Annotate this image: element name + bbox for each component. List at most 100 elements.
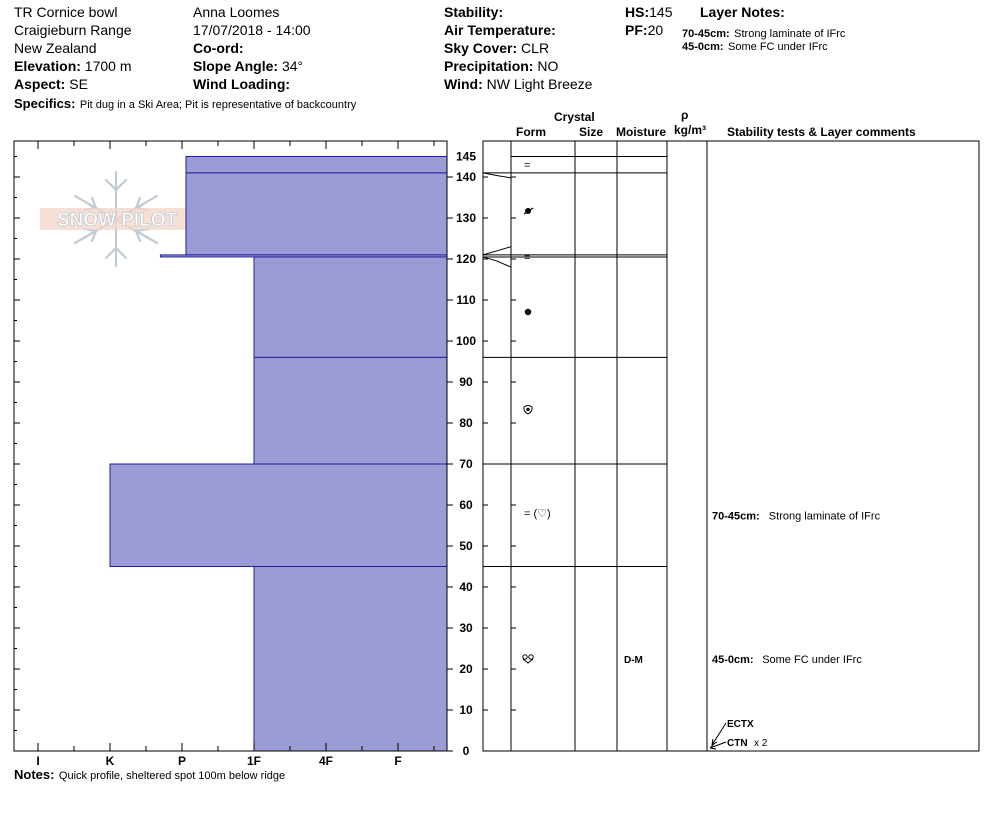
range-name: Craigieburn Range [14,22,132,38]
layer-note-2-range: 45-0cm: [682,41,724,53]
location-name: TR Cornice bowl [14,4,118,20]
comment-text-2: Some FC under IFrc [762,654,862,666]
slope-label: Slope Angle: [193,58,279,74]
form-symbol-3: = (♡) [524,508,551,520]
elevation: Elevation: 1700 m [14,59,132,73]
logo-text: SNOW PILOT [57,210,178,231]
layer-connector [482,172,512,179]
layer-bar-7 [253,566,448,752]
elevation-label: Elevation: [14,58,81,74]
pf-value: 20 [647,22,664,38]
height-tick-50: 50 [459,539,473,553]
height-tick-140: 140 [456,170,476,184]
hardness-label-4F: 4F [319,754,333,768]
coord-label: Co-ord: [193,40,244,56]
height-tick-80: 80 [459,416,473,430]
form-symbol-2: = [524,252,530,264]
air-temp-label: Air Temperature: [444,22,556,38]
col-crystal: Crystal [554,110,595,124]
aspect-label: Aspect: [14,76,66,92]
height-tick-0: 0 [463,744,470,758]
layer-connector [482,246,512,256]
col-size: Size [579,125,604,139]
rounded-grain-icon [524,308,532,316]
layer-note-2-text: Some FC under IFrc [728,41,828,53]
col-form: Form [516,125,546,139]
hs-value: 145 [649,4,673,20]
height-tick-30: 30 [459,621,473,635]
test-count-2: x 2 [754,738,768,749]
observation-datetime: 17/07/2018 - 14:00 [193,22,311,38]
height-tick-130: 130 [456,211,476,225]
specifics: Specifics: Pit dug in a Ski Area; Pit is… [14,96,356,112]
height-tick-20: 20 [459,662,473,676]
hs: HS:145 [625,5,672,19]
form-symbol-1: = [524,160,530,172]
layer-connector [482,256,512,268]
hardness-label-P: P [178,754,186,768]
layer-bar-6 [109,463,448,567]
pf: PF:20 [625,23,663,37]
stability-test-arrows [709,722,727,750]
layer-bar-1 [185,156,448,174]
height-tick-10: 10 [459,703,473,717]
pf-label: PF: [625,22,648,38]
faceted-grain-icon [523,405,533,415]
col-moisture: Moisture [616,125,667,139]
decomposing-grain-slash [523,207,534,215]
hardness-label-1F: 1F [247,754,261,768]
sky-label: Sky Cover: [444,40,518,56]
height-tick-110: 110 [456,293,476,307]
country-name: New Zealand [14,40,97,56]
layer-note-1: 70-45cm: Strong laminate of IFrc [682,25,845,41]
notes-label: Notes: [14,767,55,782]
slope-angle: Slope Angle: 34° [193,59,303,73]
layer-bar-4 [253,256,448,358]
aspect: Aspect: SE [14,77,88,91]
col-comments: Stability tests & Layer comments [727,125,916,139]
stability-label: Stability: [444,4,504,20]
observer-name: Anna Loomes [193,4,280,20]
col-density-unit: kg/m³ [674,123,707,137]
rounding-faceted-icon [522,654,534,664]
height-tick-70: 70 [459,457,473,471]
hardness-label-F: F [394,754,401,768]
height-tick-90: 90 [459,375,473,389]
test-label-2: CTN [727,738,748,749]
layer-bar-2 [185,172,448,256]
layer-note-1-range: 70-45cm: [682,28,730,40]
test-label-1: ECTX [727,719,754,730]
height-tick-60: 60 [459,498,473,512]
logo-band [40,208,194,230]
precip-value: NO [537,58,559,74]
height-tick-100: 100 [456,334,476,348]
sky-cover: Sky Cover: CLR [444,41,549,55]
comment-range-2: 45-0cm: [712,654,754,666]
height-tick-145: 145 [456,150,476,164]
comment-range-1: 70-45cm: [712,510,760,522]
wind: Wind: NW Light Breeze [444,77,592,91]
hardness-label-I: I [36,754,39,768]
layer-note-2: 45-0cm: Some FC under IFrc [682,38,828,54]
wind-loading-label: Wind Loading: [193,76,291,92]
precip-label: Precipitation: [444,58,534,74]
comment-text-1: Strong laminate of IFrc [769,510,881,522]
wind-label: Wind: [444,76,483,92]
elevation-value: 1700 m [84,58,132,74]
sky-value: CLR [521,40,550,56]
notes: Notes: Quick profile, sheltered spot 100… [14,767,285,783]
slope-value: 34° [281,58,304,74]
hardness-label-K: K [106,754,115,768]
height-tick-40: 40 [459,580,473,594]
specifics-value: Pit dug in a Ski Area; Pit is representa… [79,99,357,111]
grain-table-frame [482,140,980,752]
notes-value: Quick profile, sheltered spot 100m below… [58,770,286,782]
layer-notes-title: Layer Notes: [700,4,785,20]
aspect-value: SE [69,76,88,92]
snowpilot-logo [40,170,194,268]
layer-note-1-text: Strong laminate of IFrc [734,28,846,40]
layer-bar-5 [253,356,448,465]
height-tick-120: 120 [456,252,476,266]
moisture-value: D-M [624,655,643,666]
